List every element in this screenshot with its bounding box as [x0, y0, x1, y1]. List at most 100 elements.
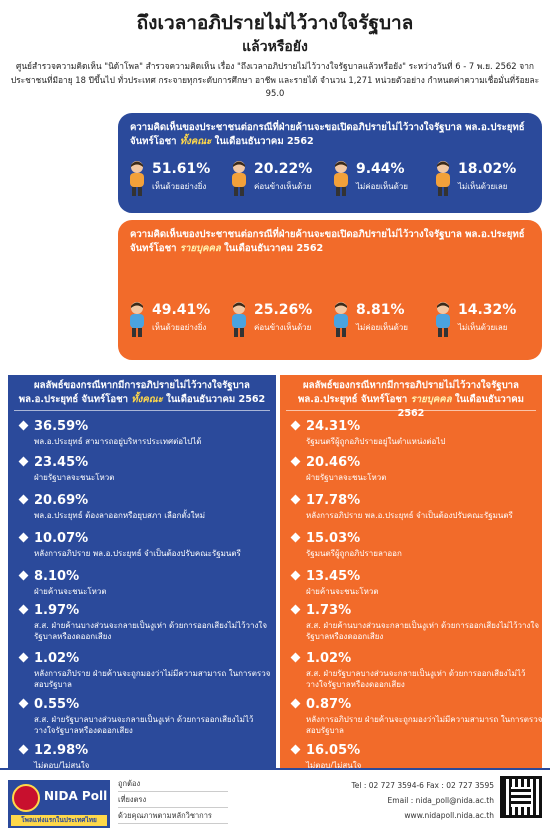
stat-value: 14.32% — [458, 302, 517, 318]
result-label: ไม่ตอบ/ไม่สนใจ — [34, 761, 90, 770]
result-value: 1.02% — [34, 651, 80, 666]
result-value: 13.45% — [306, 569, 361, 584]
slogan-item: เที่ยงตรง — [118, 792, 228, 808]
stat-value: 49.41% — [152, 302, 211, 318]
bullet-diamond-icon — [290, 532, 301, 543]
result-label: ส.ส. ฝ่ายค้านบางส่วนจะกลายเป็นงูเห่า ด้ว… — [306, 621, 540, 641]
result-item: 8.10% ฝ่ายค้านจะชนะโหวต — [18, 569, 270, 609]
panel-heading-suffix: ในเดือนธันวาคม 2562 — [211, 136, 314, 147]
result-value: 23.45% — [34, 455, 89, 470]
panel-heading: ความคิดเห็นของประชาชนต่อกรณีที่ฝ่ายค้านจ… — [130, 121, 530, 149]
result-item: 1.97% ส.ส. ฝ่ายค้านบางส่วนจะกลายเป็นงูเห่… — [18, 603, 270, 643]
bullet-diamond-icon — [18, 494, 29, 505]
result-label: พล.อ.ประยุทธ์ ต้องลาออกหรือยุบสภา เลือกต… — [34, 511, 206, 520]
person-icon — [226, 159, 252, 197]
bullet-diamond-icon — [290, 420, 301, 431]
result-label: หลังการอภิปราย ฝ่ายค้านจะถูกมองว่าไม่มีค… — [34, 669, 271, 689]
stat-item: 51.61% เห็นด้วยอย่างยิ่ง — [124, 159, 224, 199]
result-item: 10.07% หลังการอภิปราย พล.อ.ประยุทธ์ จำเป็… — [18, 531, 270, 571]
result-value: 0.87% — [306, 697, 352, 712]
contact-email[interactable]: Email : nida_poll@nida.ac.th — [387, 796, 494, 805]
emblem-icon — [12, 784, 40, 812]
stat-item: 18.02% ไม่เห็นด้วยเลย — [430, 159, 530, 199]
result-item: 12.98% ไม่ตอบ/ไม่สนใจ — [18, 743, 270, 783]
stat-value: 25.26% — [254, 302, 313, 318]
nida-poll-logo: NIDA Poll โพลแห่งแรกในประเทศไทย — [8, 780, 110, 828]
column-heading-suffix: ในเดือนธันวาคม 2562 — [397, 394, 524, 419]
bullet-diamond-icon — [18, 570, 29, 581]
result-value: 24.31% — [306, 419, 361, 434]
result-label: ส.ส. ฝ่ายรัฐบาลบางส่วนจะกลายเป็นงูเห่า ด… — [34, 715, 254, 735]
bullet-diamond-icon — [18, 456, 29, 467]
result-value: 20.69% — [34, 493, 89, 508]
stat-label: เห็นด้วยอย่างยิ่ง — [152, 182, 207, 191]
stat-value: 9.44% — [356, 161, 405, 177]
slogan-item: ด้วยคุณภาพตามหลักวิชาการ — [118, 808, 228, 824]
result-value: 16.05% — [306, 743, 361, 758]
column-heading: ผลลัพธ์ของกรณีหากมีการอภิปรายไม่ไว้วางใจ… — [286, 375, 536, 419]
result-label: ฝ่ายค้านจะชนะโหวต — [306, 587, 379, 596]
results-column-individual: ผลลัพธ์ของกรณีหากมีการอภิปรายไม่ไว้วางใจ… — [280, 375, 542, 770]
slogan-item: ถูกต้อง — [118, 776, 228, 792]
result-label: ไม่ตอบ/ไม่สนใจ — [306, 761, 362, 770]
stat-value: 18.02% — [458, 161, 517, 177]
footer-slogans: ถูกต้อง เที่ยงตรง ด้วยคุณภาพตามหลักวิชาก… — [118, 776, 228, 824]
stat-label: ค่อนข้างเห็นด้วย — [254, 182, 312, 191]
result-label: ฝ่ายค้านจะชนะโหวต — [34, 587, 107, 596]
result-item: 15.03% รัฐมนตรีผู้ถูกอภิปรายลาออก — [290, 531, 542, 571]
result-value: 36.59% — [34, 419, 89, 434]
bullet-diamond-icon — [18, 652, 29, 663]
result-value: 15.03% — [306, 531, 361, 546]
page-title: ถึงเวลาอภิปรายไม่ไว้วางใจรัฐบาล — [136, 12, 414, 34]
panel-whole-cabinet: ความคิดเห็นของประชาชนต่อกรณีที่ฝ่ายค้านจ… — [118, 113, 542, 213]
result-label: พล.อ.ประยุทธ์ สามารถอยู่บริหารประเทศต่อไ… — [34, 437, 202, 446]
bullet-diamond-icon — [18, 604, 29, 615]
result-label: หลังการอภิปราย พล.อ.ประยุทธ์ จำเป็นต้องป… — [306, 511, 513, 520]
stat-label: ไม่ค่อยเห็นด้วย — [356, 323, 408, 332]
logo-text: NIDA Poll — [44, 789, 108, 803]
qr-code-icon[interactable] — [500, 776, 542, 818]
page-subtitle: แล้วหรือยัง — [242, 39, 308, 55]
result-item: 24.31% รัฐมนตรีผู้ถูกอภิปรายอยู่ในตำแหน่ง… — [290, 419, 542, 459]
result-item: 0.87% หลังการอภิปราย ฝ่ายค้านจะถูกมองว่าไ… — [290, 697, 542, 737]
result-value: 20.46% — [306, 455, 361, 470]
methodology-note: ศูนย์สำรวจความคิดเห็น "นิด้าโพล" สำรวจคว… — [10, 61, 540, 98]
column-heading-prefix: ผลลัพธ์ของกรณีหากมีการอภิปรายไม่ไว้วางใจ… — [18, 380, 250, 405]
result-item: 20.46% ฝ่ายรัฐบาลจะชนะโหวต — [290, 455, 542, 495]
result-item: 16.05% ไม่ตอบ/ไม่สนใจ — [290, 743, 542, 783]
stat-item: 9.44% ไม่ค่อยเห็นด้วย — [328, 159, 428, 199]
stat-item: 20.22% ค่อนข้างเห็นด้วย — [226, 159, 326, 199]
stat-label: เห็นด้วยอย่างยิ่ง — [152, 323, 207, 332]
result-value: 1.73% — [306, 603, 352, 618]
result-value: 1.02% — [306, 651, 352, 666]
result-value: 8.10% — [34, 569, 80, 584]
panel-heading-emphasis: รายบุคคล — [179, 243, 221, 254]
contact-info: Tel : 02 727 3594-6 Fax : 02 727 3595 Em… — [351, 778, 494, 823]
person-icon — [124, 159, 150, 197]
result-item: 36.59% พล.อ.ประยุทธ์ สามารถอยู่บริหารประเ… — [18, 419, 270, 459]
stat-label: ไม่เห็นด้วยเลย — [458, 182, 508, 191]
person-icon — [124, 300, 150, 338]
stat-item: 14.32% ไม่เห็นด้วยเลย — [430, 300, 530, 340]
result-label: ฝ่ายรัฐบาลจะชนะโหวต — [34, 473, 115, 482]
column-heading-emphasis: ทั้งคณะ — [131, 394, 163, 405]
result-value: 10.07% — [34, 531, 89, 546]
bullet-diamond-icon — [290, 570, 301, 581]
panel-heading-suffix: ในเดือนธันวาคม 2562 — [220, 243, 324, 254]
stat-item: 8.81% ไม่ค่อยเห็นด้วย — [328, 300, 428, 340]
bullet-diamond-icon — [290, 604, 301, 615]
stat-item: 49.41% เห็นด้วยอย่างยิ่ง — [124, 300, 224, 340]
person-icon — [430, 159, 456, 197]
bullet-diamond-icon — [290, 652, 301, 663]
result-value: 12.98% — [34, 743, 89, 758]
bullet-diamond-icon — [290, 744, 301, 755]
result-label: หลังการอภิปราย พล.อ.ประยุทธ์ จำเป็นต้องป… — [34, 549, 241, 558]
result-item: 13.45% ฝ่ายค้านจะชนะโหวต — [290, 569, 542, 609]
result-item: 0.55% ส.ส. ฝ่ายรัฐบาลบางส่วนจะกลายเป็นงูเ… — [18, 697, 270, 737]
stat-label: ค่อนข้างเห็นด้วย — [254, 323, 312, 332]
results-column-whole-cabinet: ผลลัพธ์ของกรณีหากมีการอภิปรายไม่ไว้วางใจ… — [8, 375, 276, 770]
panel-heading: ความคิดเห็นของประชาชนต่อกรณีที่ฝ่ายค้านจ… — [130, 228, 530, 256]
contact-website[interactable]: www.nidapoll.nida.ac.th — [404, 811, 494, 820]
column-heading-emphasis: รายบุคคล — [410, 394, 452, 405]
footer: NIDA Poll โพลแห่งแรกในประเทศไทย ถูกต้อง … — [0, 768, 550, 834]
